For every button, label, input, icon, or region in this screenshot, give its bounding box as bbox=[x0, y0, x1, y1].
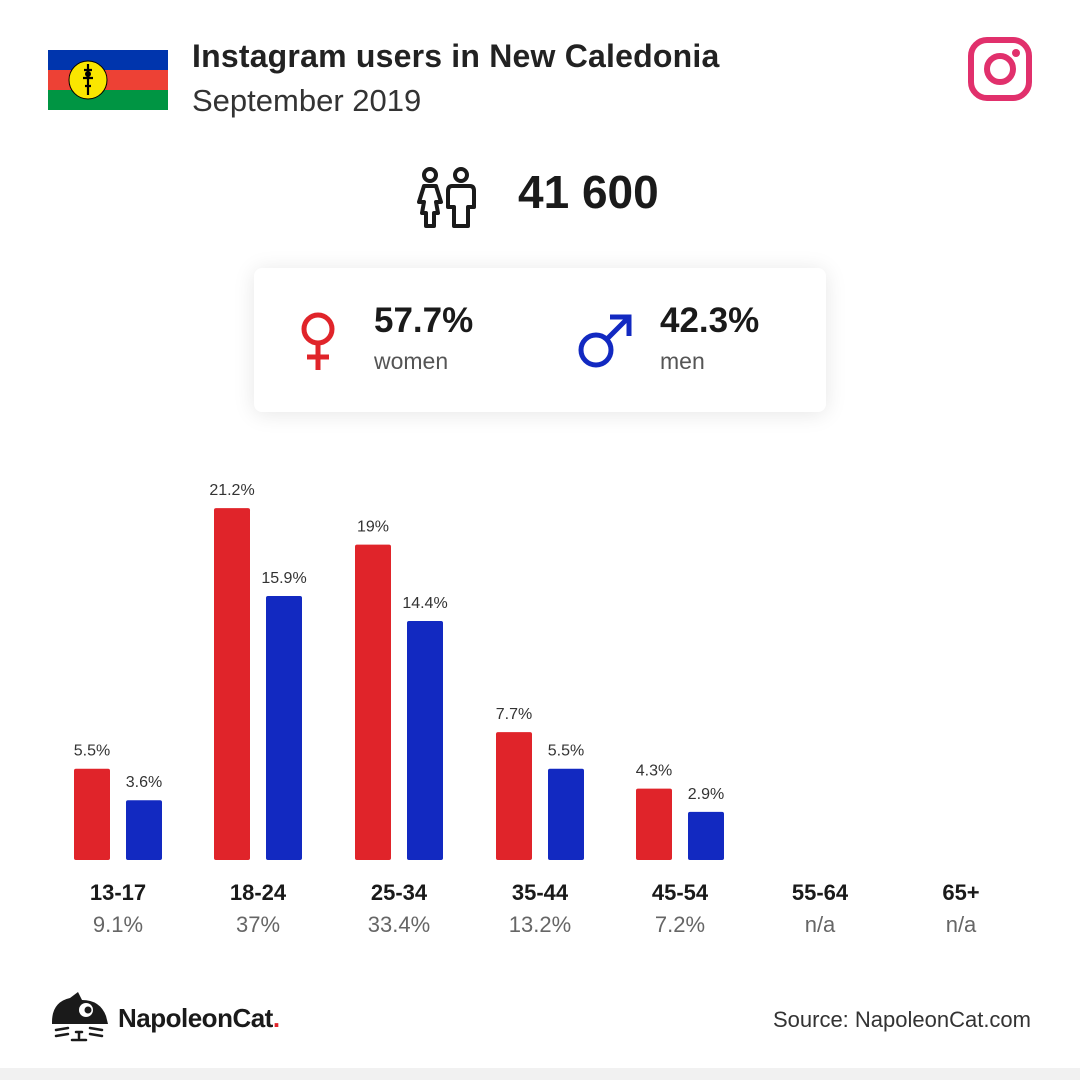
bar-13-17-series-1 bbox=[74, 768, 110, 860]
data-label-13-17-series-1: 5.5% bbox=[74, 743, 110, 760]
female-symbol-icon bbox=[301, 312, 335, 370]
women-percent: 57.7% bbox=[374, 301, 474, 340]
bar-25-34-series-2 bbox=[407, 620, 443, 860]
category-total-35-44: 13.2% bbox=[509, 912, 571, 937]
instagram-icon bbox=[968, 37, 1032, 101]
data-label-18-24-series-2: 15.9% bbox=[261, 570, 306, 587]
category-label-25-34: 25-34 bbox=[371, 880, 428, 905]
category-label-65+: 65+ bbox=[942, 880, 979, 905]
bar-18-24-series-1 bbox=[214, 508, 250, 860]
category-label-18-24: 18-24 bbox=[230, 880, 287, 905]
data-label-25-34-series-1: 19% bbox=[357, 519, 389, 536]
age-gender-bar-chart: 5.5% 3.6% 13-17 9.1% 21.2% 15.9% 18-24 37% 19% 14… bbox=[74, 482, 980, 937]
source-credit: Source: NapoleonCat.com bbox=[772, 1007, 1031, 1032]
bar-13-17-series-2 bbox=[126, 800, 162, 860]
page-title: Instagram users in New Caledonia bbox=[192, 38, 720, 74]
brand-name-text: NapoleonCat bbox=[118, 1003, 273, 1033]
bottom-strip bbox=[0, 1068, 1080, 1080]
data-label-45-54-series-2: 2.9% bbox=[688, 786, 724, 803]
bar-45-54-series-2 bbox=[688, 811, 724, 860]
brand-name: NapoleonCat. bbox=[118, 1003, 280, 1034]
total-users: 41 600 bbox=[518, 166, 659, 218]
data-label-25-34-series-2: 14.4% bbox=[402, 595, 447, 612]
users-icon bbox=[417, 167, 476, 228]
bar-18-24-series-2 bbox=[266, 596, 302, 860]
brand-dot: . bbox=[272, 1003, 280, 1033]
bar-45-54-series-1 bbox=[636, 788, 672, 860]
women-label: women bbox=[374, 348, 449, 374]
category-label-55-64: 55-64 bbox=[792, 880, 849, 905]
bar-35-44-series-1 bbox=[496, 732, 532, 860]
category-total-25-34: 33.4% bbox=[368, 912, 430, 937]
category-total-18-24: 37% bbox=[236, 912, 280, 937]
napoleoncat-logo bbox=[52, 992, 108, 1042]
category-label-13-17: 13-17 bbox=[90, 880, 146, 905]
category-total-45-54: 7.2% bbox=[655, 912, 705, 937]
men-percent: 42.3% bbox=[660, 301, 760, 340]
gender-split-card: 57.7% women 42.3% men bbox=[254, 268, 826, 412]
male-symbol-icon bbox=[578, 314, 632, 368]
data-label-13-17-series-2: 3.6% bbox=[126, 774, 162, 791]
category-total-65+: n/a bbox=[946, 912, 977, 937]
data-label-35-44-series-2: 5.5% bbox=[548, 743, 584, 760]
new-caledonia-flag-icon bbox=[48, 50, 168, 110]
bar-25-34-series-1 bbox=[355, 544, 391, 860]
category-total-55-64: n/a bbox=[805, 912, 836, 937]
category-label-35-44: 35-44 bbox=[512, 880, 569, 905]
data-label-45-54-series-1: 4.3% bbox=[636, 763, 672, 780]
category-label-45-54: 45-54 bbox=[652, 880, 709, 905]
data-label-35-44-series-1: 7.7% bbox=[496, 706, 532, 723]
data-label-18-24-series-1: 21.2% bbox=[209, 482, 254, 499]
bar-35-44-series-2 bbox=[548, 768, 584, 860]
category-total-13-17: 9.1% bbox=[93, 912, 143, 937]
men-label: men bbox=[660, 348, 705, 374]
page-subtitle: September 2019 bbox=[192, 83, 422, 118]
